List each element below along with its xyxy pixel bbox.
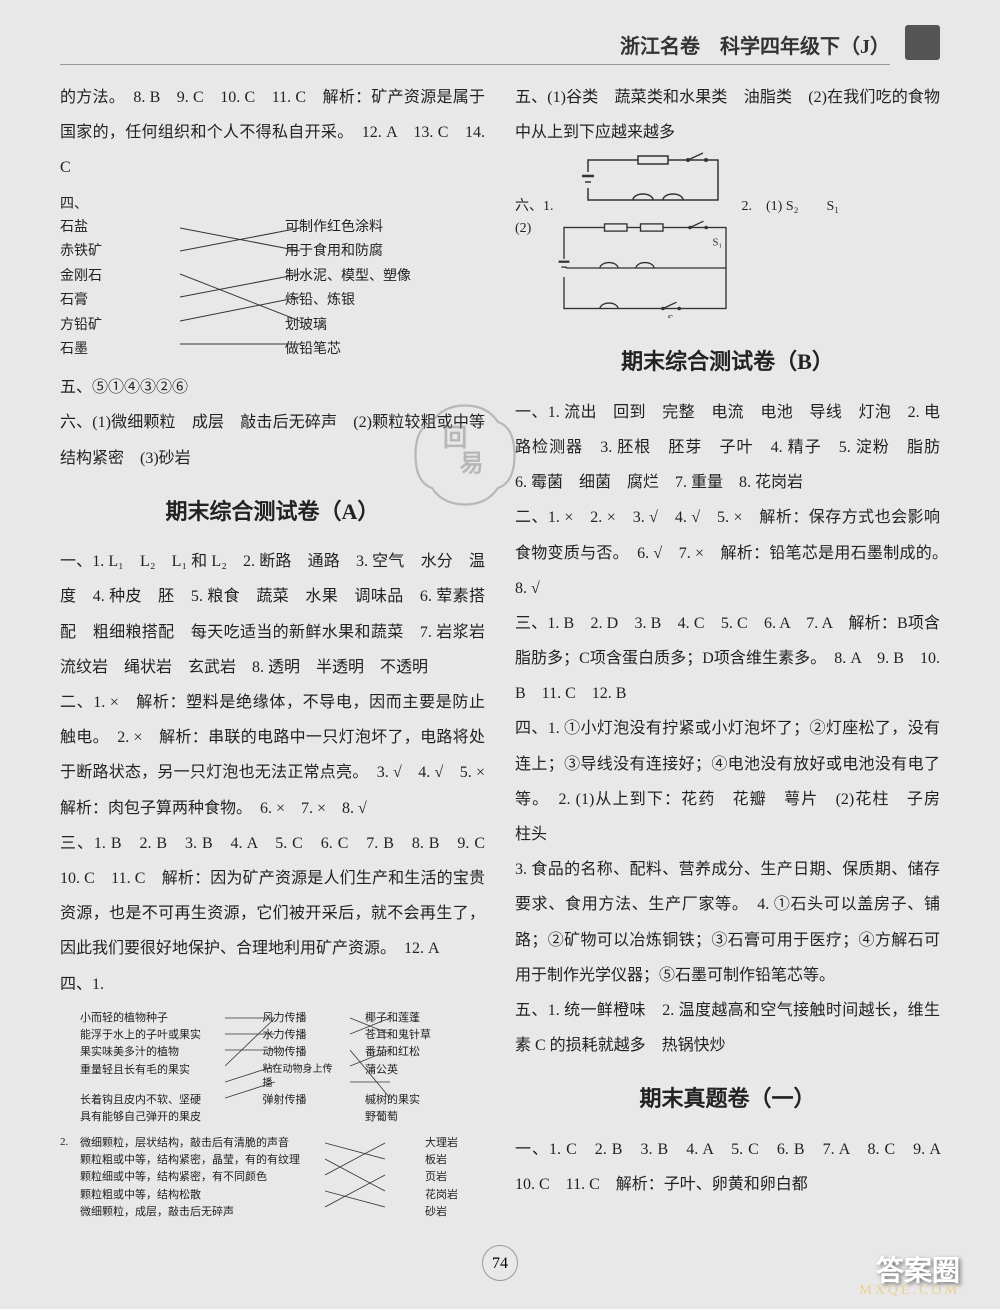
- m3-r1: 板岩: [425, 1153, 485, 1168]
- left-column: 的方法。 8. B 9. C 10. C 11. C 解析：矿产资源是属于国家的…: [60, 80, 485, 1230]
- m1-r1: 用于食用和防腐: [285, 241, 485, 263]
- svg-text:易: 易: [460, 451, 484, 478]
- m3-r4: 砂岩: [425, 1205, 485, 1220]
- m3-r2: 页岩: [425, 1170, 485, 1185]
- right-p8: 五、1. 统一鲜橙味 2. 温度越高和空气接触时间越长，维生素 C 的损耗就越多…: [515, 993, 940, 1063]
- left-p6: 三、1. B 2. B 3. B 4. A 5. C 6. C 7. B 8. …: [60, 826, 485, 967]
- circuit-label-2: 2. (1) S₂ S₁: [742, 199, 840, 214]
- m3-r0: 大理岩: [425, 1136, 485, 1151]
- m1-r3: 炼铅、炼银: [285, 290, 485, 312]
- right-p9: 一、1. C 2. B 3. B 4. A 5. C 6. B 7. A 8. …: [515, 1132, 940, 1202]
- match2-lines: [225, 1010, 275, 1105]
- m1-l4: 方铅矿: [60, 315, 180, 337]
- publisher-logo: [905, 25, 940, 60]
- header-title: 浙江名卷 科学四年级下（J）: [620, 30, 890, 59]
- match-diagram-1: 四、 石盐 可制作红色涂料 赤铁矿 用于食用和防腐 金刚石 制水泥、模型、塑像 石膏 炼…: [60, 194, 485, 363]
- m2-l5: 具有能够自己弹开的果皮: [80, 1110, 230, 1125]
- m1-r5: 做铅笔芯: [285, 339, 485, 361]
- m3-l2: 颗粒细或中等，结构紧密，有不同颜色: [80, 1170, 330, 1185]
- page-header: 浙江名卷 科学四年级下（J）: [60, 20, 940, 80]
- right-p4: 二、1. × 2. × 3. √ 4. √ 5. × 解析：保存方式也会影响食物…: [515, 500, 940, 606]
- page-number-wrap: 74: [60, 1245, 940, 1281]
- m2-l0: 小而轻的植物种子: [80, 1011, 230, 1026]
- right-p7: 3. 食品的名称、配料、营养成分、生产日期、保质期、储存要求、食用方法、生产厂家…: [515, 852, 940, 993]
- left-p7: 四、1.: [60, 967, 485, 1002]
- m2-m5: [263, 1110, 333, 1125]
- circuit-row: 六、1. 2. (1) S₂ S₁: [515, 150, 940, 218]
- m1-r0: 可制作红色涂料: [285, 217, 485, 239]
- match1-label: 四、: [60, 197, 88, 212]
- right-column: 五、(1)谷类 蔬菜类和水果类 油脂类 (2)在我们吃的食物中从上到下应越来越多…: [515, 80, 940, 1230]
- page-number: 74: [482, 1245, 518, 1281]
- m3-l1: 颗粒粗或中等，结构紧密，晶莹，有的有纹理: [80, 1153, 330, 1168]
- m2-l3: 重量轻且长有毛的果实: [80, 1063, 230, 1091]
- m1-r2: 制水泥、模型、塑像: [285, 266, 485, 288]
- match-diagram-3: 2. 微细颗粒，层状结构，敲击后有清脆的声音大理岩 颗粒粗或中等，结构紧密，晶莹…: [60, 1135, 485, 1222]
- right-p6: 四、1. ①小灯泡没有拧紧或小灯泡坏了；②灯座松了，没有连上；③导线没有连接好；…: [515, 711, 940, 852]
- m2-l2: 果实味美多汁的植物: [80, 1045, 230, 1060]
- m3-l0: 微细颗粒，层状结构，敲击后有清脆的声音: [80, 1136, 330, 1151]
- right-p3: 一、1. 流出 回到 完整 电流 电池 导线 灯泡 2. 电路检测器 3. 胚根…: [515, 395, 940, 501]
- m1-l1: 赤铁矿: [60, 241, 180, 263]
- content-columns: 的方法。 8. B 9. C 10. C 11. C 解析：矿产资源是属于国家的…: [60, 80, 940, 1230]
- header-divider: [60, 64, 890, 65]
- watermark-url: MXQE.COM: [859, 1283, 960, 1299]
- section-title-b: 期末综合测试卷（B）: [515, 338, 940, 386]
- m1-l5: 石墨: [60, 339, 180, 361]
- m2-l4: 长着钩且皮内不软、坚硬: [80, 1093, 230, 1108]
- match3-lines: [325, 1135, 385, 1215]
- circuit-row-2: (2) S₁: [515, 218, 940, 326]
- m2-r5: 野葡萄: [365, 1110, 485, 1125]
- m3-r3: 花岗岩: [425, 1188, 485, 1203]
- m3-l3: 颗粒粗或中等，结构松散: [80, 1188, 330, 1203]
- m2-l1: 能浮于水上的子叶或果实: [80, 1028, 230, 1043]
- circuit-diagram-2: S₁ S₂: [555, 218, 735, 318]
- left-p1: 的方法。 8. B 9. C 10. C 11. C 解析：矿产资源是属于国家的…: [60, 80, 485, 186]
- m1-l0: 石盐: [60, 217, 180, 239]
- match-diagram-2: 小而轻的植物种子风力传播椰子和莲蓬 能浮于水上的子叶或果实水力传播苍耳和鬼针草 …: [60, 1010, 485, 1127]
- match2-lines-right: [350, 1010, 390, 1105]
- circuit-sub-label: (2): [515, 221, 531, 236]
- m1-l2: 金刚石: [60, 266, 180, 288]
- right-p1: 五、(1)谷类 蔬菜类和水果类 油脂类 (2)在我们吃的食物中从上到下应越来越多: [515, 80, 940, 150]
- svg-text:回: 回: [443, 425, 467, 452]
- m1-l3: 石膏: [60, 290, 180, 312]
- section-title-c: 期末真题卷（一）: [515, 1075, 940, 1123]
- circuit-diagram-1: [578, 150, 728, 210]
- right-p5: 三、1. B 2. D 3. B 4. C 5. C 6. A 7. A 解析：…: [515, 606, 940, 712]
- s1-label: S₁: [713, 237, 723, 249]
- left-p5: 二、1. × 解析：塑料是绝缘体，不导电，因而主要是防止触电。 2. × 解析：…: [60, 685, 485, 826]
- left-p4: 一、1. L₁ L₂ L₁ 和 L₂ 2. 断路 通路 3. 空气 水分 温度 …: [60, 544, 485, 685]
- stamp-watermark: 回 易: [410, 400, 520, 510]
- m1-r4: 划玻璃: [285, 315, 485, 337]
- m3-l4: 微细颗粒，成层，敲击后无碎声: [80, 1205, 330, 1220]
- circuit-label-1: 六、1.: [515, 199, 554, 214]
- match1-lines: [180, 216, 300, 356]
- s2-label: S₂: [668, 313, 678, 318]
